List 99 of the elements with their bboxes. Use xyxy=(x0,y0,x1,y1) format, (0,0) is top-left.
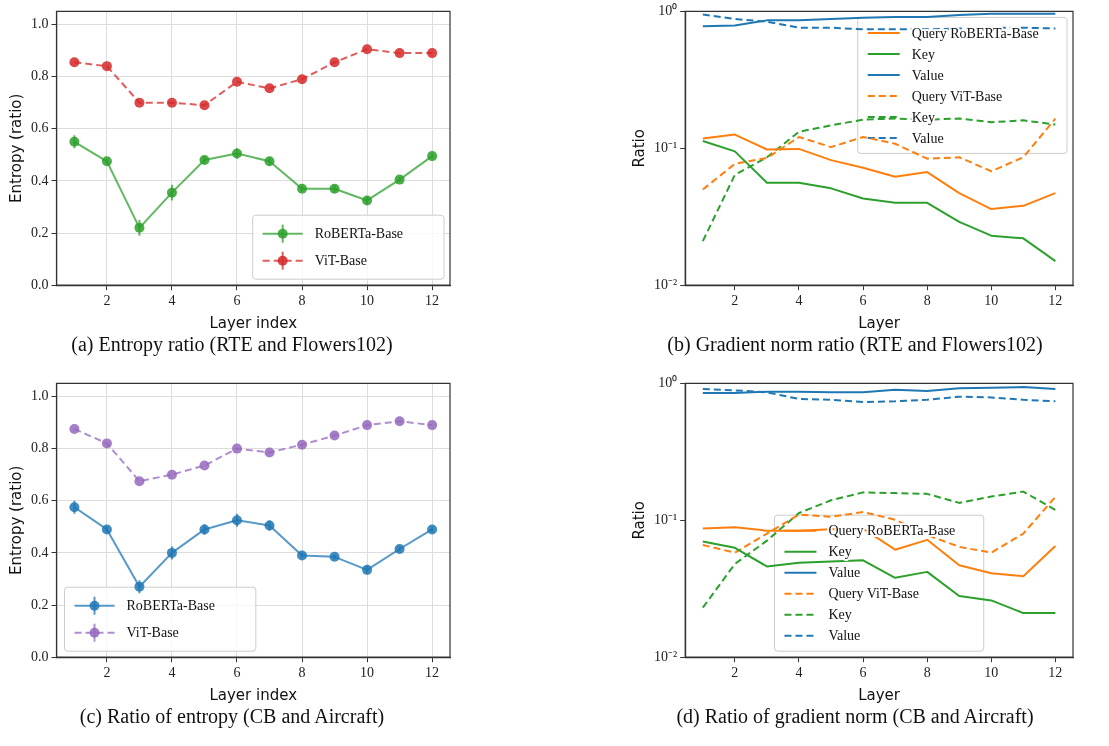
x-tick-label: 8 xyxy=(298,293,306,309)
point xyxy=(362,44,373,55)
legend-label: Key xyxy=(828,544,852,560)
x-tick-label: 4 xyxy=(168,293,176,309)
point xyxy=(69,424,80,435)
y-axis-title: Entropy (ratio) xyxy=(6,93,25,203)
y-tick-label: 10⁰ xyxy=(658,375,678,391)
x-tick-label: 2 xyxy=(103,293,111,309)
point xyxy=(134,97,145,108)
point xyxy=(394,48,405,59)
legend-label: Query ViT-Base xyxy=(911,88,1003,104)
x-axis-title: Layer xyxy=(858,313,901,332)
point xyxy=(264,83,275,94)
y-tick-label: 10⁻¹ xyxy=(653,511,678,527)
legend-label: RoBERTa-Base xyxy=(126,598,215,614)
x-tick-label: 10 xyxy=(360,665,375,681)
x-tick-label: 8 xyxy=(298,665,306,681)
point xyxy=(231,443,242,454)
y-tick-label: 0.2 xyxy=(31,596,49,612)
point xyxy=(264,447,275,458)
point xyxy=(101,438,112,449)
legend-label: Value xyxy=(911,67,944,83)
point xyxy=(199,460,210,471)
x-tick-label: 6 xyxy=(859,665,867,681)
y-axis-title: Ratio xyxy=(629,501,648,540)
point xyxy=(101,61,112,72)
point xyxy=(329,57,340,68)
point xyxy=(134,476,145,487)
x-tick-label: 4 xyxy=(795,665,803,681)
point xyxy=(297,439,308,450)
legend-label: Query ViT-Base xyxy=(828,586,920,602)
x-tick-label: 12 xyxy=(1048,293,1063,309)
point xyxy=(166,469,177,480)
x-tick-label: 2 xyxy=(731,665,739,681)
point xyxy=(297,74,308,85)
x-tick-label: 6 xyxy=(233,665,241,681)
y-tick-label: 0.2 xyxy=(31,224,49,240)
y-tick-label: 1.0 xyxy=(31,388,49,404)
text: (c) Ratio of entropy (CB and Aircraft) xyxy=(78,705,386,728)
x-tick-label: 4 xyxy=(168,665,176,681)
point xyxy=(101,524,112,535)
point xyxy=(199,100,210,111)
point xyxy=(69,57,80,68)
x-tick-label: 8 xyxy=(923,665,931,681)
y-tick-label: 0.6 xyxy=(31,492,49,508)
line-series xyxy=(701,388,1057,404)
x-tick-label: 12 xyxy=(1048,665,1063,681)
y-tick-label: 0.6 xyxy=(31,120,49,136)
y-tick-label: 0.0 xyxy=(31,648,49,664)
text: (d) Ratio of gradient norm (CB and Aircraft) xyxy=(675,705,1035,728)
x-tick-label: 2 xyxy=(731,293,739,309)
x-axis-title: Layer index xyxy=(209,685,298,704)
y-tick-label: 0.8 xyxy=(31,440,49,456)
point xyxy=(362,420,373,431)
x-tick-label: 6 xyxy=(233,293,241,309)
legend-label: Value xyxy=(828,565,861,581)
y-tick-label: 10⁻² xyxy=(653,648,678,664)
x-axis-title: Layer xyxy=(858,685,901,704)
point xyxy=(297,550,308,561)
point xyxy=(101,156,112,167)
point xyxy=(166,97,177,108)
point xyxy=(231,76,242,87)
point xyxy=(427,524,438,535)
y-axis-title: Ratio xyxy=(629,129,648,168)
y-tick-label: 10⁰ xyxy=(658,3,678,19)
x-tick-label: 12 xyxy=(425,665,440,681)
y-tick-label: 10⁻¹ xyxy=(653,139,678,155)
legend-label: ViT-Base xyxy=(126,625,179,641)
text: (a) Entropy ratio (RTE and Flowers102) xyxy=(70,333,394,356)
y-axis-title: Entropy (ratio) xyxy=(6,465,25,575)
point xyxy=(394,416,405,427)
x-tick-label: 4 xyxy=(795,293,803,309)
x-tick-label: 10 xyxy=(360,293,375,309)
point xyxy=(427,48,438,59)
point xyxy=(427,420,438,431)
legend-label: Query RoBERTa-Base xyxy=(911,25,1039,41)
legend-label: Key xyxy=(828,607,852,623)
point xyxy=(427,151,438,162)
x-tick-label: 8 xyxy=(923,293,931,309)
legend-label: ViT-Base xyxy=(314,253,367,269)
text: (b) Gradient norm ratio (RTE and Flowers102) xyxy=(666,333,1044,356)
point xyxy=(329,430,340,441)
x-axis-title: Layer index xyxy=(209,313,298,332)
y-tick-label: 0.0 xyxy=(31,276,49,292)
legend-label: Value xyxy=(828,628,861,644)
x-tick-label: 10 xyxy=(984,293,999,309)
x-tick-label: 12 xyxy=(425,293,440,309)
x-tick-label: 10 xyxy=(984,665,999,681)
point xyxy=(297,183,308,194)
legend-label: Value xyxy=(911,130,944,146)
y-tick-label: 1.0 xyxy=(31,16,49,32)
x-tick-label: 2 xyxy=(103,665,111,681)
y-tick-label: 0.4 xyxy=(31,544,49,560)
x-tick-label: 6 xyxy=(859,293,867,309)
legend-label: Key xyxy=(911,46,936,62)
y-tick-label: 10⁻² xyxy=(653,276,678,292)
y-tick-label: 0.4 xyxy=(31,172,49,188)
y-tick-label: 0.8 xyxy=(31,68,49,84)
legend-label: RoBERTa-Base xyxy=(314,226,404,242)
